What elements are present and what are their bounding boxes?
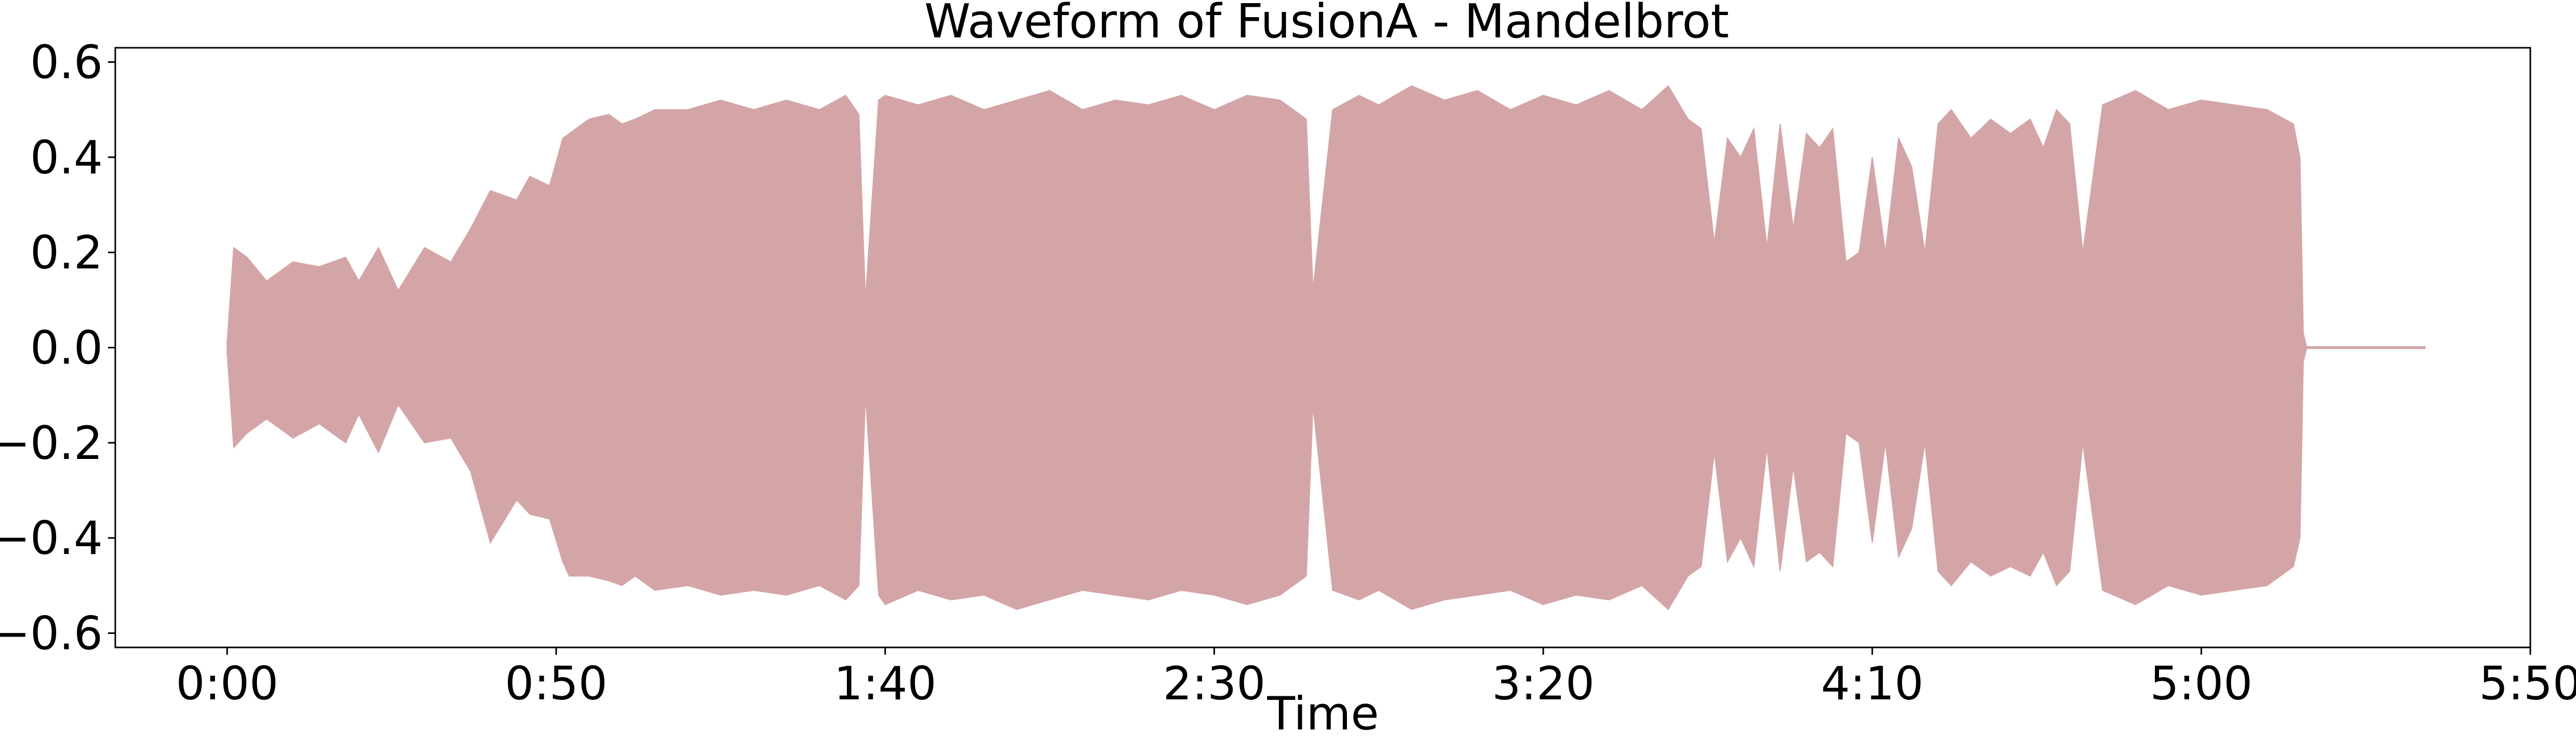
chart-title: Waveform of FusionA - Mandelbrot	[924, 0, 1729, 49]
x-axis: 0:00 0:50 1:40 2:30 3:20 4:10 5:00 5:50	[176, 647, 2576, 710]
y-tick-label: −0.4	[0, 511, 103, 565]
x-tick-label: 2:30	[1163, 657, 1266, 710]
y-tick-label: 0.4	[30, 131, 103, 184]
x-tick-label: 0:50	[505, 657, 608, 710]
y-tick-label: −0.6	[0, 607, 103, 660]
plot-area	[226, 85, 2426, 611]
x-tick-label: 5:00	[2150, 657, 2253, 710]
x-tick-label: 0:00	[176, 657, 279, 710]
y-tick-label: −0.2	[0, 416, 103, 470]
waveform-series-0	[226, 85, 2426, 611]
y-axis: 0.6 0.4 0.2 0.0 −0.2 −0.4 −0.6	[0, 36, 115, 660]
x-tick-label: 5:50	[2479, 657, 2576, 710]
y-tick-label: 0.0	[30, 321, 103, 375]
y-tick-label: 0.6	[30, 36, 103, 89]
x-tick-label: 4:10	[1821, 657, 1924, 710]
y-tick-label: 0.2	[30, 226, 103, 279]
x-tick-label: 3:20	[1492, 657, 1595, 710]
x-axis-label: Time	[1266, 687, 1379, 740]
x-tick-label: 1:40	[834, 657, 937, 710]
